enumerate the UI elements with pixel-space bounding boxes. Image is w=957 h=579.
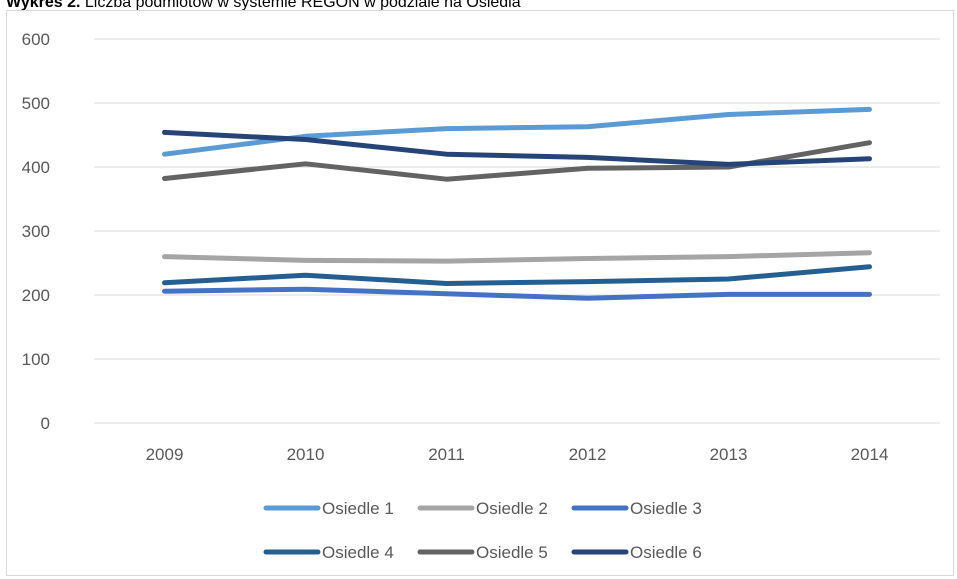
y-tick-label: 0	[41, 414, 50, 433]
x-tick-label: 2009	[146, 445, 184, 464]
chart-title-label: Wykres 2.	[6, 0, 81, 11]
x-tick-label: 2014	[851, 445, 889, 464]
series-line-1	[162, 106, 872, 157]
series-line-6	[162, 129, 872, 167]
series-line-4	[162, 264, 872, 286]
series-line-3	[162, 286, 872, 301]
legend-label-6: Osiedle 6	[630, 543, 702, 562]
chart-title-text: Liczba podmiotów w systemie REGON w podz…	[84, 0, 521, 11]
x-tick-label: 2012	[569, 445, 607, 464]
y-tick-label: 300	[22, 222, 50, 241]
x-tick-label: 2013	[710, 445, 748, 464]
x-tick-label: 2011	[428, 445, 465, 464]
legend-label-1: Osiedle 1	[322, 499, 394, 518]
y-tick-label: 600	[22, 30, 50, 49]
legend-label-2: Osiedle 2	[476, 499, 548, 518]
legend-label-5: Osiedle 5	[476, 543, 548, 562]
y-tick-label: 400	[22, 158, 50, 177]
y-tick-label: 200	[22, 286, 50, 305]
legend-label-3: Osiedle 3	[630, 499, 702, 518]
series-line-2	[162, 250, 872, 264]
y-tick-label: 500	[22, 94, 50, 113]
chart-title: Wykres 2. Liczba podmiotów w systemie RE…	[6, 0, 521, 12]
chart-frame	[6, 10, 954, 576]
legend-label-4: Osiedle 4	[322, 543, 394, 562]
x-tick-label: 2010	[287, 445, 325, 464]
y-tick-label: 100	[22, 350, 50, 369]
